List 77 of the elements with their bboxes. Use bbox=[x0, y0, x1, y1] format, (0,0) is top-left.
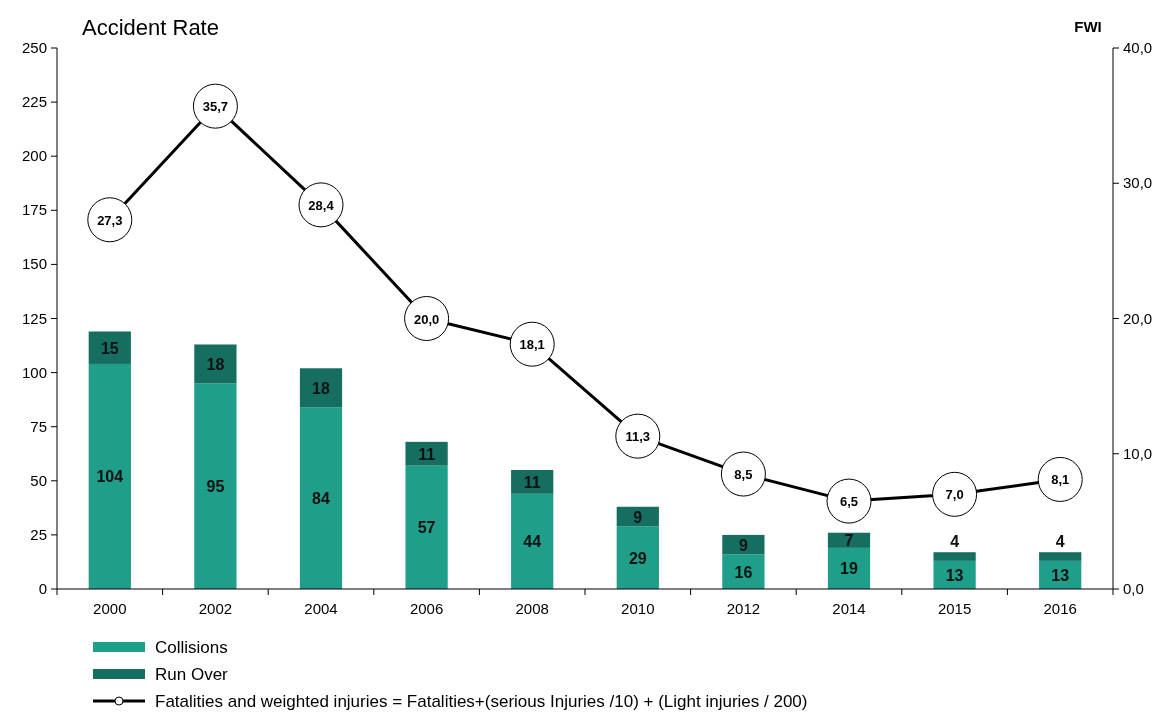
legend-label: Collisions bbox=[155, 638, 228, 657]
legend-label: Fatalities and weighted injuries = Fatalities+(serious Injuries /10) + (Light injuries / 200) bbox=[155, 692, 808, 711]
data-label: 4 bbox=[1055, 533, 1065, 551]
data-label: 13 bbox=[945, 566, 964, 584]
data-label: 7 bbox=[844, 532, 854, 550]
bar bbox=[722, 554, 765, 589]
y-tick-label: 200 bbox=[21, 147, 47, 165]
data-label: 8,1 bbox=[1051, 472, 1070, 488]
x-tick-label: 2012 bbox=[726, 600, 761, 617]
x-tick-label: 2002 bbox=[198, 600, 233, 617]
data-label: 35,7 bbox=[202, 99, 229, 115]
y-tick-label: 25 bbox=[30, 525, 47, 543]
bar bbox=[933, 552, 976, 561]
x-tick-label: 2004 bbox=[304, 600, 338, 617]
x-tick-label: 2008 bbox=[515, 600, 549, 617]
data-label: 28,4 bbox=[308, 197, 335, 213]
data-label: 13 bbox=[1051, 566, 1070, 584]
bar bbox=[194, 344, 237, 384]
bar bbox=[1039, 552, 1082, 561]
y2-tick-label: 20,0 bbox=[1123, 309, 1153, 327]
x-tick-label: 2010 bbox=[621, 600, 655, 617]
y-tick-label: 125 bbox=[21, 309, 47, 327]
y-tick-label: 225 bbox=[21, 93, 47, 111]
bar bbox=[616, 526, 659, 589]
data-label: 11 bbox=[418, 445, 436, 463]
y-tick-label: 0 bbox=[38, 580, 47, 597]
data-label: 20,0 bbox=[413, 311, 440, 327]
bar bbox=[405, 441, 448, 466]
bar bbox=[405, 465, 448, 589]
data-label: 9 bbox=[633, 508, 643, 526]
x-tick-label: 2000 bbox=[93, 600, 127, 617]
point bbox=[1037, 456, 1083, 502]
data-label: 44 bbox=[523, 533, 542, 551]
data-label: 7,0 bbox=[945, 487, 964, 503]
y2-tick-label: 10,0 bbox=[1123, 444, 1153, 462]
data-label: 8,5 bbox=[734, 467, 753, 483]
point bbox=[720, 451, 766, 497]
bar bbox=[827, 532, 871, 548]
bar bbox=[299, 368, 343, 408]
bar bbox=[194, 383, 237, 589]
data-label: 19 bbox=[840, 560, 858, 578]
data-label: 4 bbox=[950, 533, 960, 551]
y-tick-label: 75 bbox=[30, 417, 47, 435]
data-label: 18,1 bbox=[519, 337, 545, 353]
x-tick-label: 2014 bbox=[832, 600, 866, 617]
bar bbox=[88, 331, 131, 364]
y2-tick-label: 0,0 bbox=[1123, 580, 1144, 597]
y-tick-label: 175 bbox=[21, 201, 47, 219]
data-label: 18 bbox=[312, 379, 330, 397]
x-tick-label: 2015 bbox=[937, 600, 972, 617]
y-tick-label: 250 bbox=[21, 39, 47, 56]
x-tick-label: 2006 bbox=[409, 600, 444, 617]
bar bbox=[299, 407, 343, 589]
y2-tick-label: 40,0 bbox=[1123, 39, 1153, 56]
data-label: 18 bbox=[206, 355, 225, 373]
chart-title: Accident Rate bbox=[82, 15, 219, 40]
data-label: 57 bbox=[417, 519, 436, 537]
x-tick-label: 2016 bbox=[1043, 600, 1077, 617]
bar bbox=[511, 493, 554, 589]
data-label: 11,3 bbox=[625, 429, 651, 445]
y2-axis-title: FWI bbox=[1074, 18, 1102, 35]
bar bbox=[88, 363, 131, 589]
y2-tick-label: 30,0 bbox=[1123, 174, 1153, 192]
data-label: 95 bbox=[206, 478, 225, 496]
data-label: 15 bbox=[100, 339, 119, 357]
data-label: 9 bbox=[738, 536, 748, 554]
data-label: 104 bbox=[96, 468, 124, 486]
data-label: 84 bbox=[312, 490, 330, 508]
y-tick-label: 50 bbox=[30, 471, 47, 489]
data-label: 29 bbox=[628, 549, 647, 567]
legend-label: Run Over bbox=[155, 665, 229, 684]
data-label: 16 bbox=[734, 563, 753, 581]
y-tick-label: 150 bbox=[21, 255, 47, 273]
data-label: 27,3 bbox=[97, 212, 123, 228]
data-label: 11 bbox=[523, 473, 541, 491]
y-tick-label: 100 bbox=[21, 363, 47, 381]
data-label: 6,5 bbox=[839, 494, 859, 510]
